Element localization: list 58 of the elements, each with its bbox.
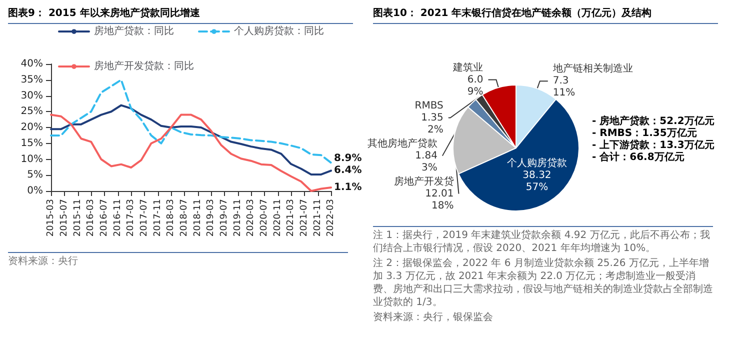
slice-label: 建筑业: [452, 61, 484, 74]
y-tick-label: 35%: [20, 74, 43, 86]
x-tick-label: 2015-11: [72, 199, 83, 237]
data-label: 1.35 2%: [421, 112, 444, 136]
slice-label: 个人购房贷款: [506, 156, 567, 169]
data-label: 6.0 9%: [467, 74, 484, 98]
y-tick-label: 40%: [20, 58, 43, 70]
slice-label: RMBS: [414, 100, 444, 112]
x-tick-label: 2020-11: [272, 199, 283, 237]
x-tick-label: 2015-07: [59, 199, 70, 237]
x-tick-label: 2019-07: [219, 199, 230, 237]
y-tick-label: 5%: [27, 170, 43, 181]
x-tick-label: 2020-07: [259, 199, 270, 237]
x-tick-label: 2021-07: [299, 199, 310, 237]
text: 资料来源：央行，银保监会: [373, 311, 494, 324]
text: 注 1：据央行，2019 年末建筑业贷款余额 4.92 万亿元，此后不再公布；我们结合上市银行情况，假设 2020、2021 年年均增速为 10%。: [373, 229, 711, 255]
x-tick-label: 2016-11: [112, 199, 123, 237]
slice-label: 地产链相关制造业: [552, 62, 633, 75]
text: 注 2：据银保监会，2022 年 6 月制造业贷款余额 25.26 万亿元，上半年增加 3.3 万亿元，故 2021 年末余额为 22.0 万亿元；考虑制造业一般受消费、房地产和出口三大需求拉动，假设与地产链相关的制造业贷款占全部制造业贷款的 1/3。: [373, 257, 713, 309]
y-tick-label: 0%: [27, 186, 43, 196]
x-tick-label: 2022-03: [326, 199, 336, 237]
x-tick-label: 2018-07: [179, 199, 190, 237]
line-series: [50, 104, 332, 176]
data-label: 12.01 18%: [425, 188, 454, 212]
x-tick-label: 2019-03: [206, 199, 216, 237]
y-tick-label: 20%: [20, 122, 43, 133]
y-tick-label: 25%: [20, 106, 43, 118]
y-tick-label: 15%: [20, 138, 43, 149]
legend-label: 个人购房贷款：同比: [234, 25, 324, 37]
x-tick-label: 2017-07: [139, 199, 150, 237]
data-label: 1.84 3%: [415, 150, 438, 174]
x-tick-label: 2015-03: [46, 199, 56, 237]
line-series: [50, 78, 332, 164]
chart-title: 图表10： 2021 年末银行信贷在地产链余额（万亿元）及结构: [373, 6, 718, 24]
x-tick-label: 2018-03: [166, 199, 176, 237]
slice-label: 房地产开发贷: [394, 175, 454, 188]
data-label: 7.3 11%: [552, 76, 576, 99]
x-tick-label: 2020-03: [246, 199, 256, 237]
y-tick-label: 10%: [20, 154, 43, 165]
legend-label: 房地产开发贷款：同比: [94, 60, 194, 72]
annotation: 1.1%: [334, 182, 362, 194]
chart-title: 图表9： 2015 年以来房地产贷款同比增速: [8, 6, 353, 24]
y-tick-label: 30%: [20, 90, 43, 102]
x-tick-label: 2021-03: [286, 199, 296, 237]
legend-label: 房地产贷款：同比: [94, 25, 174, 37]
x-tick-label: 2016-07: [99, 199, 110, 237]
x-tick-label: 2017-03: [126, 199, 136, 237]
x-tick-label: 2017-11: [152, 199, 163, 237]
text: 资料来源：央行: [8, 252, 348, 268]
summary-text: - 房地产贷款：52.2万亿元 - RMBS：1.35万亿元 - 上下游贷款：13.3万亿元 - 合计：66.8万亿元: [592, 116, 714, 164]
annotation: 6.4%: [334, 165, 362, 176]
annotation: 8.9%: [334, 153, 362, 164]
x-tick-label: 2021-11: [312, 199, 323, 237]
x-tick-label: 2019-11: [232, 199, 243, 237]
slice-label: 其他房地产贷款: [367, 137, 438, 150]
data-label: 38.32 57%: [522, 170, 552, 193]
x-tick-label: 2018-11: [192, 199, 203, 237]
x-tick-label: 2016-03: [86, 199, 96, 237]
